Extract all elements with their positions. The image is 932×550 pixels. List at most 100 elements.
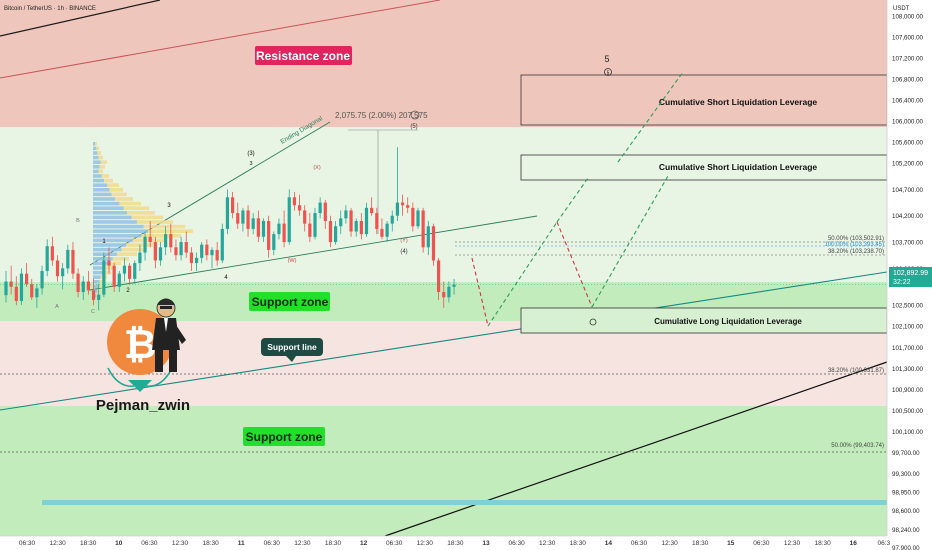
time-tick-label: 18:30	[814, 540, 831, 547]
projection-green-2	[591, 175, 669, 308]
author-logo: ₿ Pejman_zwin	[96, 298, 190, 414]
volume-profile-bar-yellow	[123, 206, 149, 210]
price-tick-label: 99,700.00	[892, 450, 920, 457]
volume-profile-bar-blue	[93, 280, 100, 284]
volume-profile-bar-blue	[93, 270, 103, 275]
candle-body	[61, 268, 65, 277]
price-tick-label: 97,900.00	[892, 545, 920, 550]
volume-profile-bar-blue	[93, 243, 126, 247]
logo-arrow-icon	[128, 380, 152, 392]
time-axis[interactable]: 06:30 12:30 18:30 10 06:30 12:30 18:30 11 06:30 1…	[0, 535, 891, 550]
volume-profile-bar-blue	[93, 192, 112, 197]
logo-accent-left	[107, 367, 135, 387]
short-liquidation-label-lower: Cumulative Short Liquidation Leverage	[659, 162, 817, 172]
time-tick-label: 06:30	[386, 540, 403, 547]
candle-body	[205, 244, 209, 256]
candle-body	[277, 223, 281, 235]
candle-body	[19, 273, 24, 301]
candle-body	[390, 215, 394, 224]
candle-body	[210, 249, 214, 256]
candle-body	[431, 226, 436, 261]
candle-body	[318, 202, 322, 214]
price-tick-label: 99,300.00	[892, 471, 920, 478]
wave-4-label: 4	[224, 275, 228, 281]
upper-light-area	[0, 127, 887, 282]
volume-profile-bar-blue	[93, 188, 110, 192]
time-tick-labels: 06:30 12:30 18:30 10 06:30 12:30 18:30 11 06:30 1…	[19, 540, 891, 547]
support-zone-upper-badge	[249, 292, 330, 311]
candle-body	[184, 242, 188, 253]
candle-body	[40, 270, 44, 289]
candle-body	[421, 210, 425, 248]
zone-badges: Resistance zone Support zone Support zon…	[243, 46, 352, 446]
candle-body	[174, 247, 178, 256]
candle-body	[411, 207, 415, 227]
wave-4-paren-label: (4)	[400, 249, 407, 255]
projection-red-2	[556, 221, 593, 308]
time-tick-label: 06:30	[631, 540, 648, 547]
candle-body	[339, 218, 343, 227]
candle-body	[344, 210, 348, 219]
volume-profile-bar-blue	[93, 201, 120, 206]
volume-profile-bar-yellow	[96, 146, 99, 151]
candle-body	[292, 197, 296, 206]
time-tick-label: 12:30	[49, 540, 66, 547]
candle-body	[380, 228, 384, 237]
candle-body	[241, 210, 245, 224]
candle-body	[400, 202, 405, 206]
projection-paths	[471, 71, 684, 327]
time-tick-label: 10	[115, 540, 123, 547]
candle-body	[215, 249, 219, 261]
candle-body	[91, 290, 96, 300]
candle-countdown: 32:22	[893, 279, 911, 286]
candle-body	[308, 223, 312, 237]
price-tick-label: 107,200.00	[892, 55, 924, 62]
author-name: Pejman_zwin	[96, 397, 190, 414]
candle-body	[349, 210, 353, 232]
candle-body	[282, 223, 286, 243]
volume-profile-bar-blue	[93, 146, 97, 151]
candle-body	[164, 234, 168, 248]
price-axis-currency: USDT	[893, 6, 910, 12]
candle-body	[447, 286, 451, 298]
support-zone-lower-area	[0, 406, 887, 536]
current-price-label: 102,892.99	[893, 270, 928, 277]
candle-body	[86, 281, 90, 291]
time-tick-label: 12:30	[784, 540, 801, 547]
volume-profile-bar-yellow	[117, 252, 137, 256]
fib-labels: 50.00% (103,502.91) 100.00% (103,393.45)…	[825, 236, 884, 449]
time-tick-label: 06:30	[19, 540, 36, 547]
candle-body	[328, 220, 333, 243]
time-tick-label: 18:30	[202, 540, 219, 547]
candle-body	[97, 294, 101, 300]
candlestick-series	[0, 147, 887, 311]
symbol-title[interactable]: Bitcoin / TetherUS · 1h · BINANCE	[4, 6, 96, 12]
resistance-trendline-red	[0, 0, 441, 79]
volume-profile-bar-yellow	[108, 261, 121, 266]
candle-body	[25, 273, 29, 285]
wave-3-label: 3	[167, 203, 171, 209]
candle-body	[225, 197, 230, 229]
candle-body	[30, 284, 34, 298]
price-tick-label: 100,900.00	[892, 387, 924, 394]
wave-c-label: C	[91, 309, 95, 315]
time-tick-label: 18:30	[692, 540, 709, 547]
time-tick-label: 06:30	[264, 540, 281, 547]
volume-profile-bar-yellow	[99, 165, 105, 169]
measure-circle-icon	[410, 110, 420, 120]
time-tick-label: 15	[727, 540, 735, 547]
volume-profile-bar-yellow	[98, 284, 103, 289]
volume-profile-bar-yellow	[104, 178, 113, 183]
candle-body	[272, 234, 276, 250]
fib-label-50-upper: 50.00% (103,502.91)	[828, 236, 884, 242]
candle-body	[143, 236, 147, 253]
time-tick-label: 11	[238, 540, 245, 547]
volume-profile-bar-blue	[93, 238, 133, 243]
price-tick-label: 102,500.00	[892, 303, 924, 310]
price-axis[interactable]: USDT 108,000.00 107,600.00 107,200.00 106,8…	[886, 0, 932, 550]
volume-profile-bar-yellow	[119, 201, 141, 206]
support-zone-lower-label: Support zone	[246, 430, 323, 444]
candle-body	[35, 288, 39, 298]
candle-body	[45, 246, 49, 271]
